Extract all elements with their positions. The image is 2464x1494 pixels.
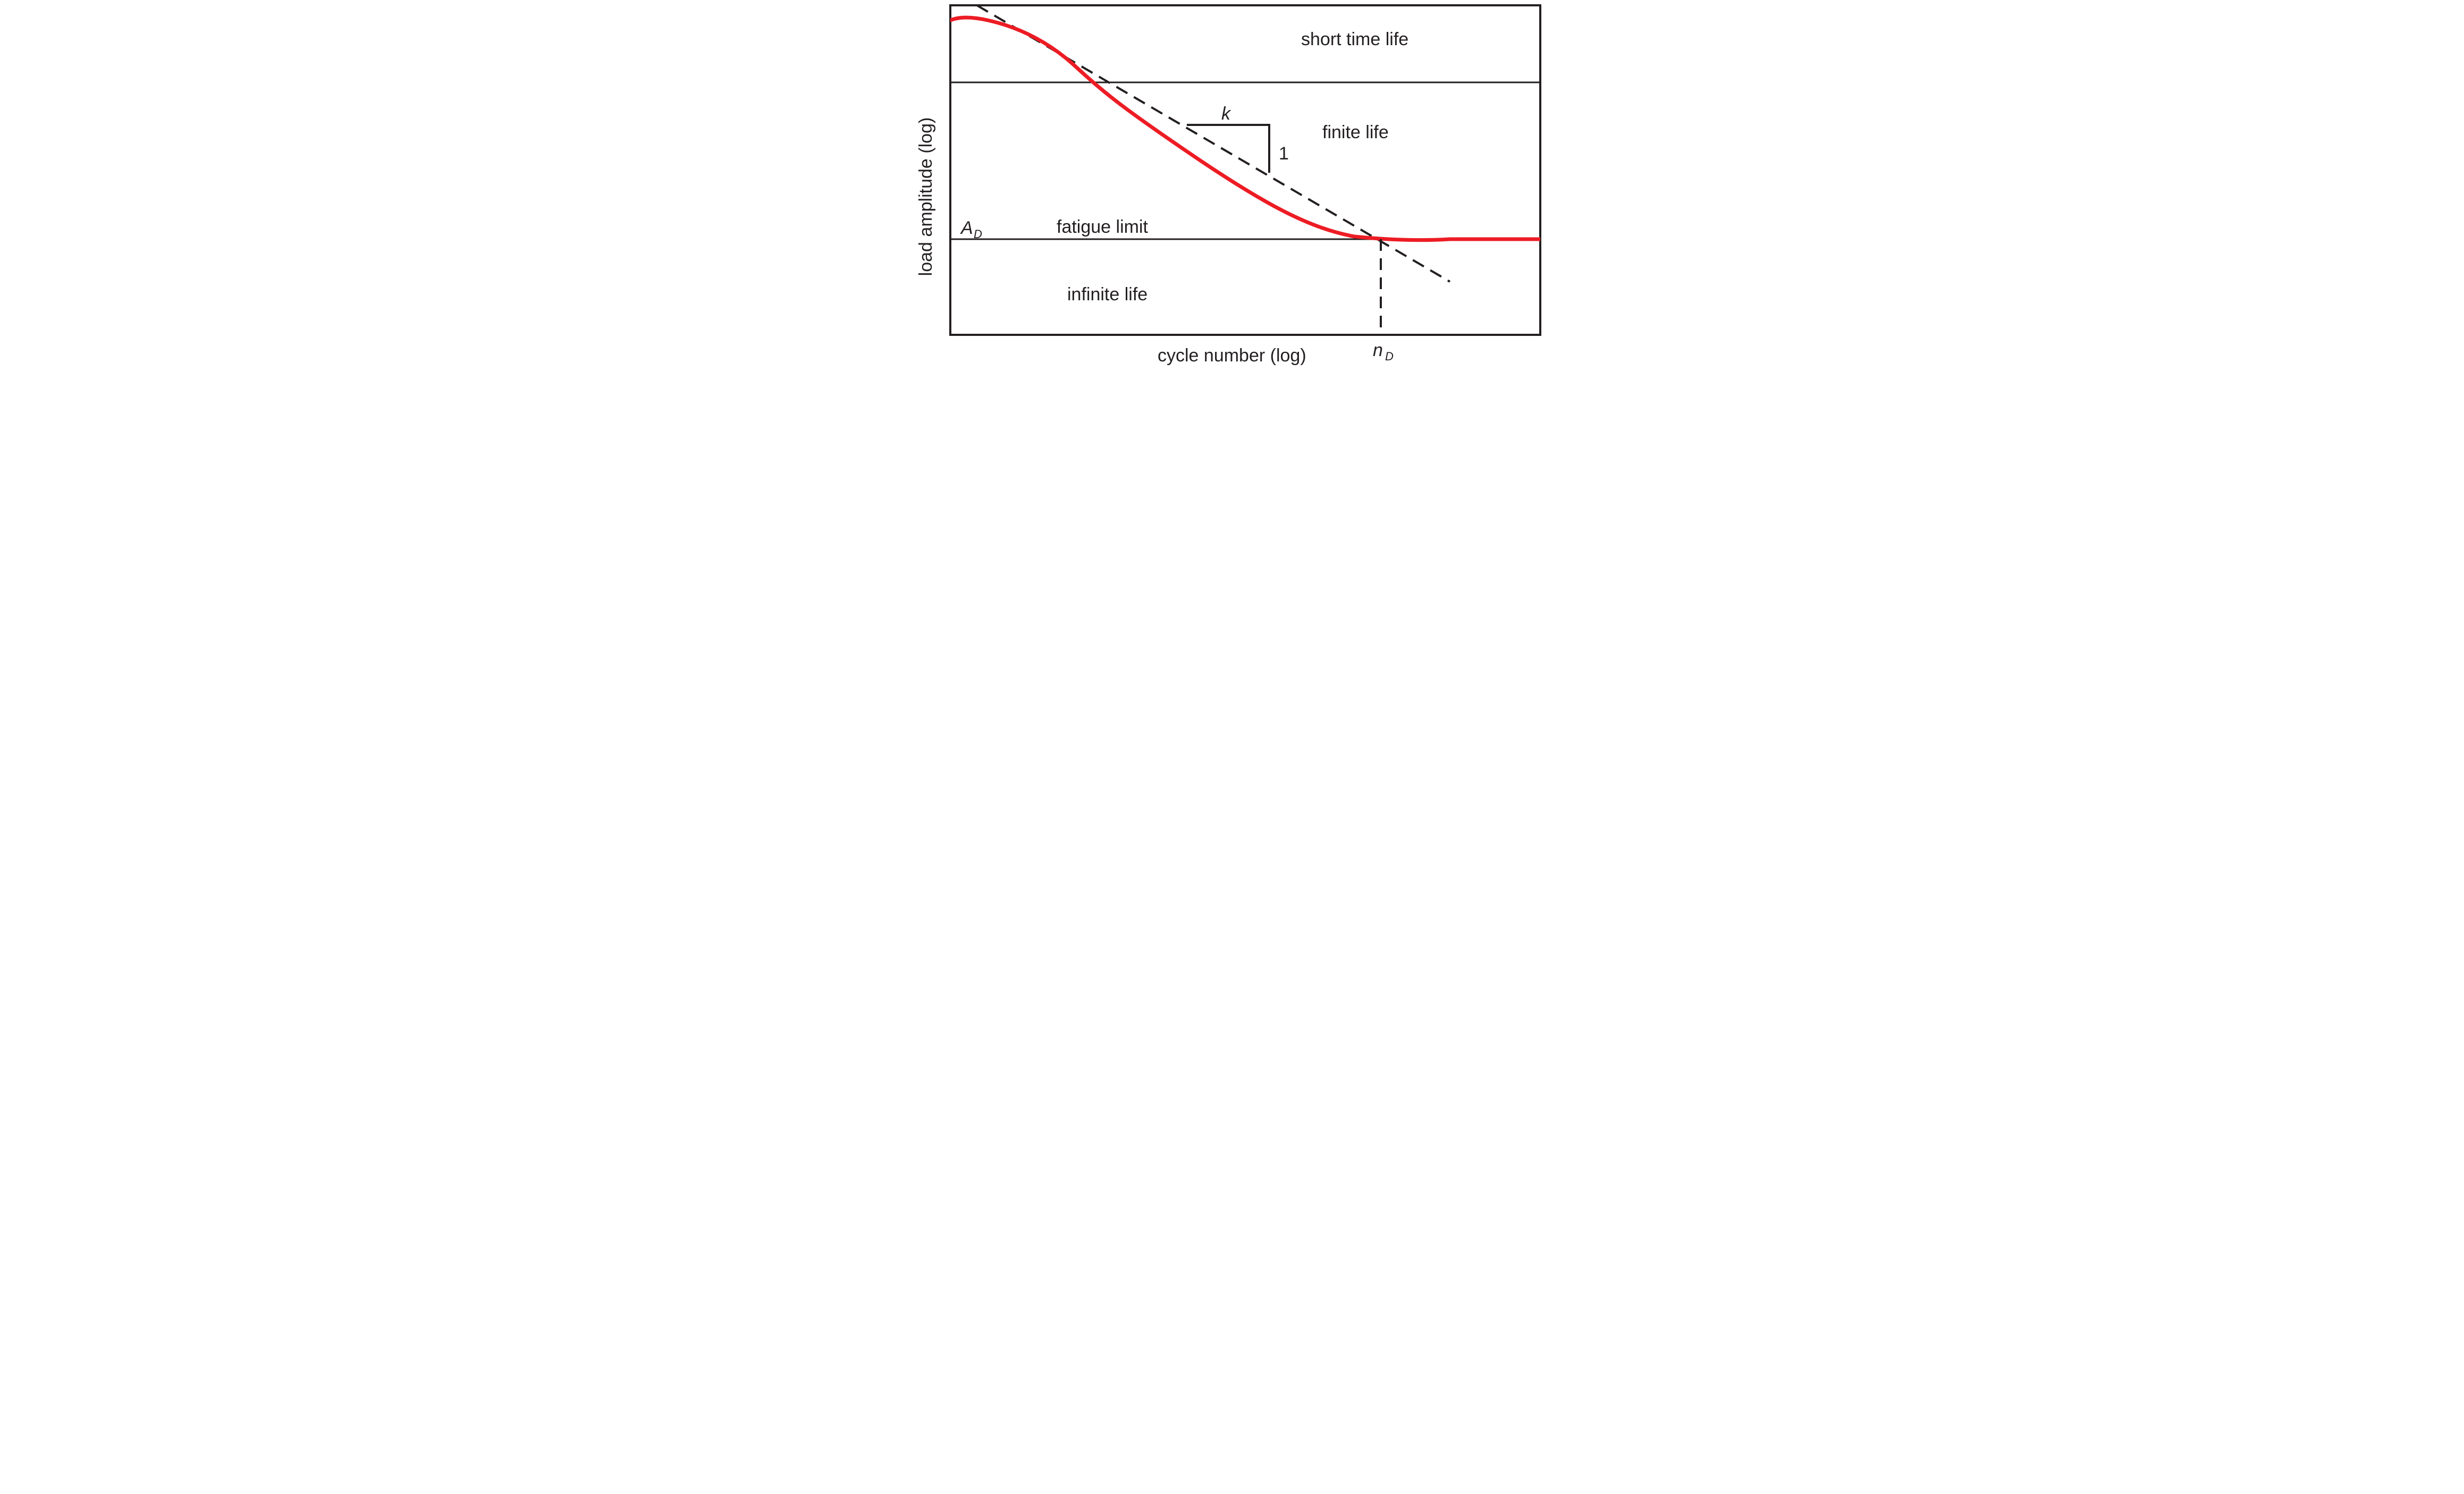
label-k: k [1221, 104, 1231, 124]
x-axis-label: cycle number (log) [1158, 345, 1306, 366]
label-fatigue-limit: fatigue limit [1057, 217, 1149, 237]
label-ad-sub: D [974, 227, 982, 241]
plot-frame [950, 5, 1540, 335]
y-axis-label: load amplitude (log) [918, 117, 936, 276]
diagram-svg: short time life finite life infinite life f… [918, 0, 1546, 380]
label-nd-main: n [1373, 340, 1383, 360]
label-finite-life: finite life [1322, 122, 1389, 142]
sn-curve-diagram: short time life finite life infinite life f… [918, 0, 1546, 380]
sn-curve [950, 18, 1540, 240]
label-nd-sub: D [1385, 350, 1394, 363]
slope-triangle [1187, 125, 1269, 173]
label-one: 1 [1279, 144, 1289, 164]
label-ad-main: A [960, 218, 973, 238]
label-infinite-life: infinite life [1067, 284, 1147, 305]
label-short-time-life: short time life [1301, 29, 1408, 49]
